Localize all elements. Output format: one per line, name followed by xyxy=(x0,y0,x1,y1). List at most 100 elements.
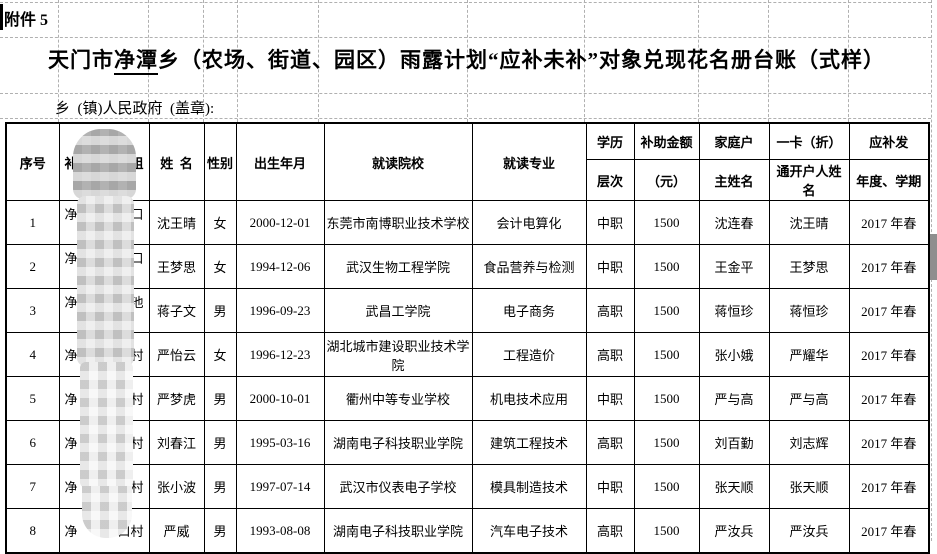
cell-seq[interactable]: 2 xyxy=(5,244,60,289)
cell-card[interactable]: 严与高 xyxy=(768,376,850,421)
header-period-top[interactable]: 应补发 xyxy=(848,122,930,160)
cell-gender[interactable]: 女 xyxy=(203,244,237,289)
cell-birth[interactable]: 1997-07-14 xyxy=(235,464,325,509)
cell-major[interactable]: 机电技术应用 xyxy=(471,376,587,421)
header-card-top[interactable]: 一卡（折） xyxy=(768,122,850,160)
cell-school[interactable]: 湖南电子科技职业学院 xyxy=(323,420,473,465)
cell-period[interactable]: 2017 年春 xyxy=(848,200,930,245)
cell-birth[interactable]: 2000-12-01 xyxy=(235,200,325,245)
cell-name[interactable]: 蒋子文 xyxy=(148,288,205,333)
cell-name[interactable]: 沈王晴 xyxy=(148,200,205,245)
cell-household[interactable]: 张天顺 xyxy=(698,464,770,509)
cell-card[interactable]: 张天顺 xyxy=(768,464,850,509)
cell-village[interactable]: 净 花池 组 xyxy=(58,288,150,333)
cell-birth[interactable]: 1993-08-08 xyxy=(235,508,325,554)
header-level-bottom[interactable]: 层次 xyxy=(585,159,635,201)
cell-card[interactable]: 蒋恒珍 xyxy=(768,288,850,333)
cell-amount[interactable]: 1500 xyxy=(633,332,700,377)
header-birth[interactable]: 出生年月 xyxy=(235,122,325,201)
header-school[interactable]: 就读院校 xyxy=(323,122,473,201)
cell-major[interactable]: 电子商务 xyxy=(471,288,587,333)
cell-level[interactable]: 中职 xyxy=(585,200,635,245)
cell-village[interactable]: 净 口村 xyxy=(58,464,150,509)
cell-amount[interactable]: 1500 xyxy=(633,288,700,333)
cell-level[interactable]: 高职 xyxy=(585,420,635,465)
cell-gender[interactable]: 男 xyxy=(203,420,237,465)
cell-level[interactable]: 高职 xyxy=(585,288,635,333)
header-card-bottom[interactable]: 通开户人姓名 xyxy=(768,159,850,201)
cell-amount[interactable]: 1500 xyxy=(633,464,700,509)
cell-village[interactable]: 净 口村 xyxy=(58,508,150,554)
cell-household[interactable]: 沈连春 xyxy=(698,200,770,245)
cell-birth[interactable]: 1995-03-16 xyxy=(235,420,325,465)
cell-level[interactable]: 中职 xyxy=(585,464,635,509)
cell-seq[interactable]: 5 xyxy=(5,376,60,421)
cell-level[interactable]: 中职 xyxy=(585,376,635,421)
cell-period[interactable]: 2017 年春 xyxy=(848,376,930,421)
cell-name[interactable]: 王梦思 xyxy=(148,244,205,289)
cell-gender[interactable]: 女 xyxy=(203,332,237,377)
cell-level[interactable]: 高职 xyxy=(585,332,635,377)
cell-gender[interactable]: 男 xyxy=(203,288,237,333)
cell-amount[interactable]: 1500 xyxy=(633,200,700,245)
cell-card[interactable]: 严汝兵 xyxy=(768,508,850,554)
header-amount-bottom[interactable]: （元） xyxy=(633,159,700,201)
vertical-scrollbar-thumb[interactable] xyxy=(930,234,937,280)
cell-birth[interactable]: 1996-12-23 xyxy=(235,332,325,377)
cell-school[interactable]: 武昌工学院 xyxy=(323,288,473,333)
cell-gender[interactable]: 男 xyxy=(203,508,237,554)
cell-amount[interactable]: 1500 xyxy=(633,376,700,421)
header-village[interactable]: 补助 村组 xyxy=(58,122,150,201)
cell-household[interactable]: 严汝兵 xyxy=(698,508,770,554)
cell-village[interactable]: 净 潭村 xyxy=(58,332,150,377)
header-seq[interactable]: 序号 xyxy=(5,122,60,201)
cell-gender[interactable]: 男 xyxy=(203,376,237,421)
cell-card[interactable]: 严耀华 xyxy=(768,332,850,377)
cell-card[interactable]: 沈王晴 xyxy=(768,200,850,245)
cell-seq[interactable]: 4 xyxy=(5,332,60,377)
cell-birth[interactable]: 2000-10-01 xyxy=(235,376,325,421)
cell-seq[interactable]: 7 xyxy=(5,464,60,509)
cell-level[interactable]: 高职 xyxy=(585,508,635,554)
cell-level[interactable]: 中职 xyxy=(585,244,635,289)
cell-school[interactable]: 湖南电子科技职业学院 xyxy=(323,508,473,554)
header-name[interactable]: 姓 名 xyxy=(148,122,205,201)
cell-gender[interactable]: 男 xyxy=(203,464,237,509)
cell-gender[interactable]: 女 xyxy=(203,200,237,245)
cell-village[interactable]: 净 湖口 村 xyxy=(58,244,150,289)
cell-card[interactable]: 王梦思 xyxy=(768,244,850,289)
cell-school[interactable]: 武汉生物工程学院 xyxy=(323,244,473,289)
cell-village[interactable]: 净 口村 xyxy=(58,420,150,465)
cell-major[interactable]: 模具制造技术 xyxy=(471,464,587,509)
cell-major[interactable]: 汽车电子技术 xyxy=(471,508,587,554)
cell-card[interactable]: 刘志辉 xyxy=(768,420,850,465)
cell-period[interactable]: 2017 年春 xyxy=(848,464,930,509)
cell-school[interactable]: 武汉市仪表电子学校 xyxy=(323,464,473,509)
cell-major[interactable]: 工程造价 xyxy=(471,332,587,377)
cell-name[interactable]: 张小波 xyxy=(148,464,205,509)
cell-seq[interactable]: 8 xyxy=(5,508,60,554)
cell-school[interactable]: 湖北城市建设职业技术学院 xyxy=(323,332,473,377)
cell-school[interactable]: 东莞市南博职业技术学校 xyxy=(323,200,473,245)
cell-household[interactable]: 严与高 xyxy=(698,376,770,421)
cell-birth[interactable]: 1994-12-06 xyxy=(235,244,325,289)
cell-household[interactable]: 张小娥 xyxy=(698,332,770,377)
header-major[interactable]: 就读专业 xyxy=(471,122,587,201)
cell-major[interactable]: 建筑工程技术 xyxy=(471,420,587,465)
cell-period[interactable]: 2017 年春 xyxy=(848,244,930,289)
cell-seq[interactable]: 1 xyxy=(5,200,60,245)
cell-period[interactable]: 2017 年春 xyxy=(848,288,930,333)
cell-seq[interactable]: 3 xyxy=(5,288,60,333)
cell-village[interactable]: 净 湖口 村 xyxy=(58,200,150,245)
header-level-top[interactable]: 学历 xyxy=(585,122,635,160)
header-household-top[interactable]: 家庭户 xyxy=(698,122,770,160)
cell-name[interactable]: 严怡云 xyxy=(148,332,205,377)
cell-amount[interactable]: 1500 xyxy=(633,420,700,465)
cell-seq[interactable]: 6 xyxy=(5,420,60,465)
cell-period[interactable]: 2017 年春 xyxy=(848,332,930,377)
header-household-bottom[interactable]: 主姓名 xyxy=(698,159,770,201)
header-gender[interactable]: 性别 xyxy=(203,122,237,201)
cell-period[interactable]: 2017 年春 xyxy=(848,420,930,465)
cell-household[interactable]: 刘百勤 xyxy=(698,420,770,465)
cell-period[interactable]: 2017 年春 xyxy=(848,508,930,554)
